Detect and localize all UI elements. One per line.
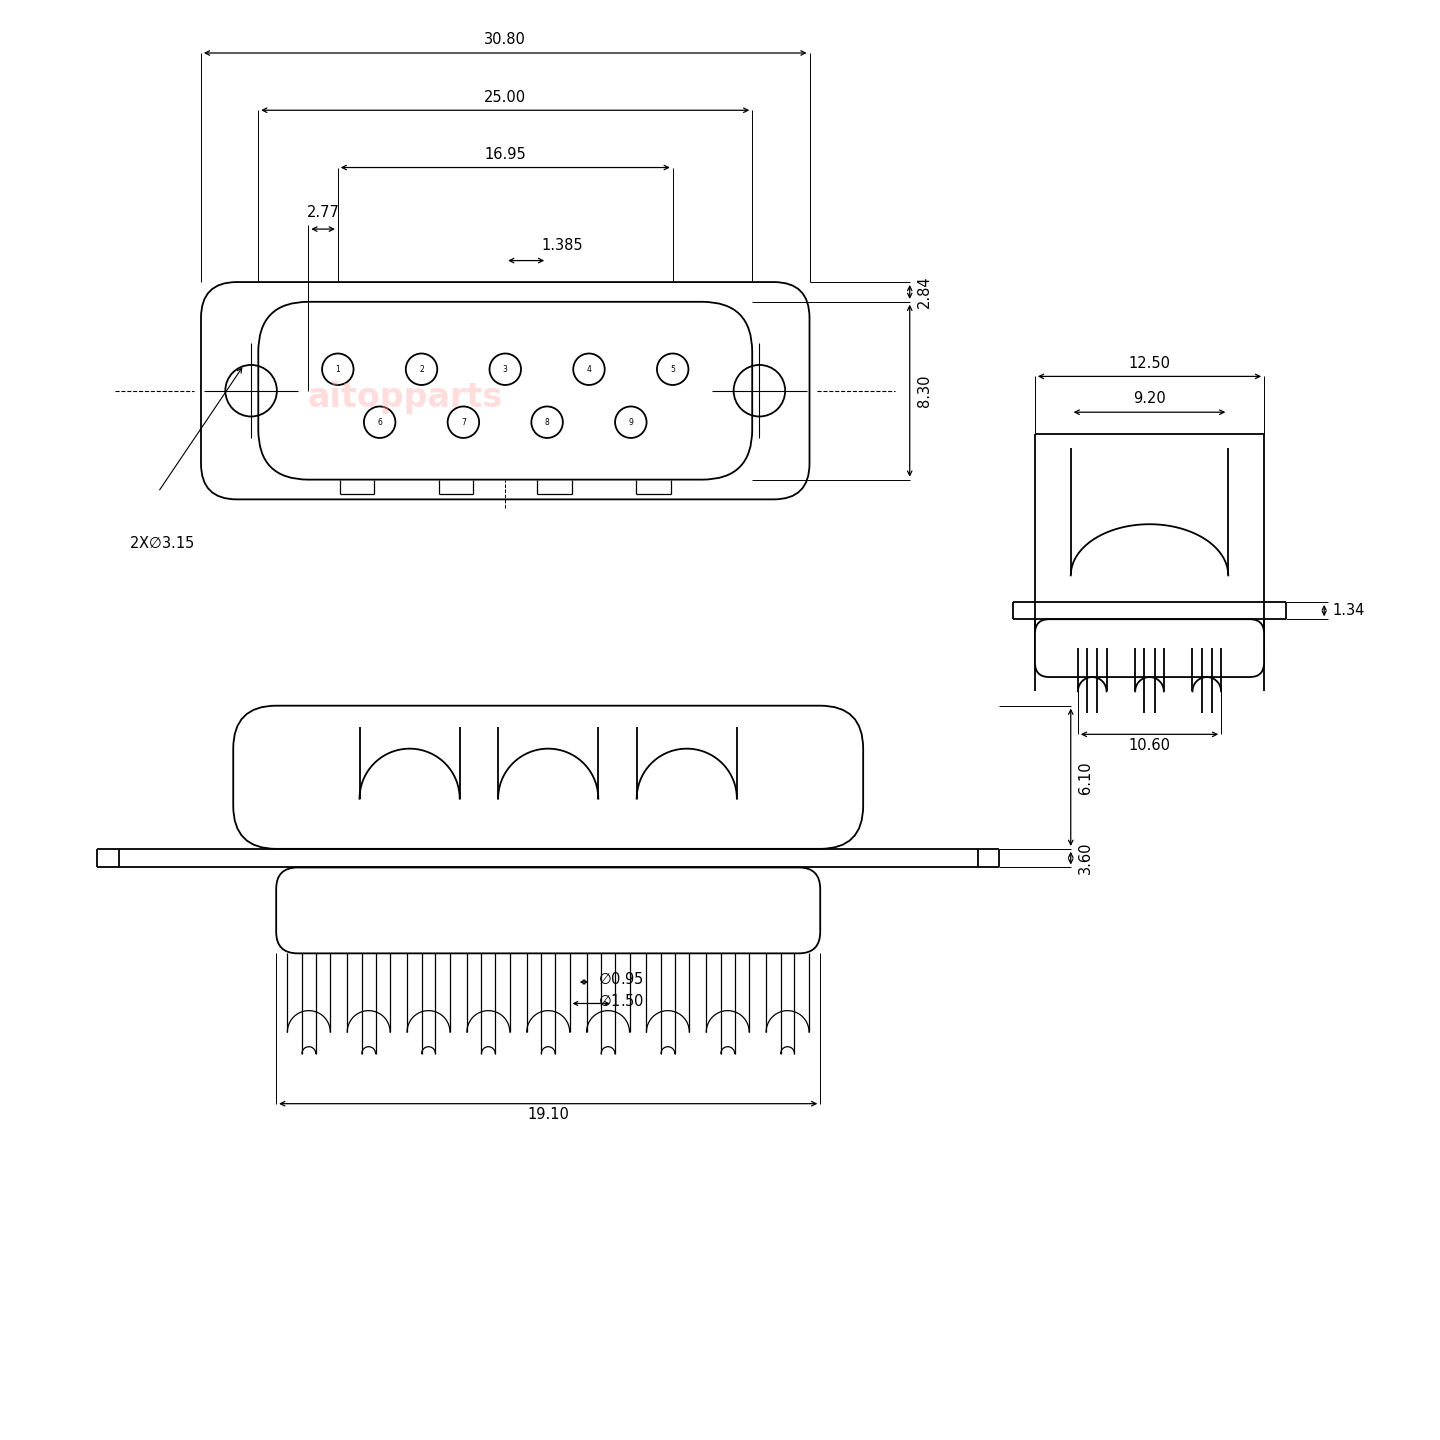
Text: 3.60: 3.60 [1079,842,1093,874]
FancyBboxPatch shape [258,302,752,480]
Text: 3: 3 [503,364,508,374]
Text: 7: 7 [461,418,465,426]
FancyBboxPatch shape [233,706,863,848]
Text: 12.50: 12.50 [1129,356,1171,370]
Text: $\varnothing$0.95: $\varnothing$0.95 [598,971,644,988]
Text: 6.10: 6.10 [1079,760,1093,793]
Text: 1.34: 1.34 [1333,603,1365,618]
Text: 9.20: 9.20 [1133,392,1166,406]
Text: 5: 5 [670,364,675,374]
Text: 25.00: 25.00 [484,89,526,105]
Text: 8: 8 [544,418,550,426]
Text: 2.84: 2.84 [917,275,932,308]
Text: aitopparts: aitopparts [307,382,503,415]
Text: 16.95: 16.95 [484,147,526,161]
Text: 9: 9 [628,418,634,426]
FancyBboxPatch shape [1035,619,1264,677]
Text: 8.30: 8.30 [917,374,932,408]
Text: 2X$\varnothing$3.15: 2X$\varnothing$3.15 [130,536,194,552]
FancyBboxPatch shape [202,282,809,500]
Text: 2.77: 2.77 [307,206,340,220]
Text: 30.80: 30.80 [484,32,526,48]
Text: 1: 1 [336,364,340,374]
Text: 10.60: 10.60 [1129,737,1171,753]
FancyBboxPatch shape [276,867,821,953]
Text: 19.10: 19.10 [527,1107,569,1122]
Text: 2: 2 [419,364,423,374]
Text: $\varnothing$1.50: $\varnothing$1.50 [598,992,645,1008]
Text: 4: 4 [586,364,592,374]
Text: 6: 6 [377,418,382,426]
Text: 1.385: 1.385 [541,239,583,253]
